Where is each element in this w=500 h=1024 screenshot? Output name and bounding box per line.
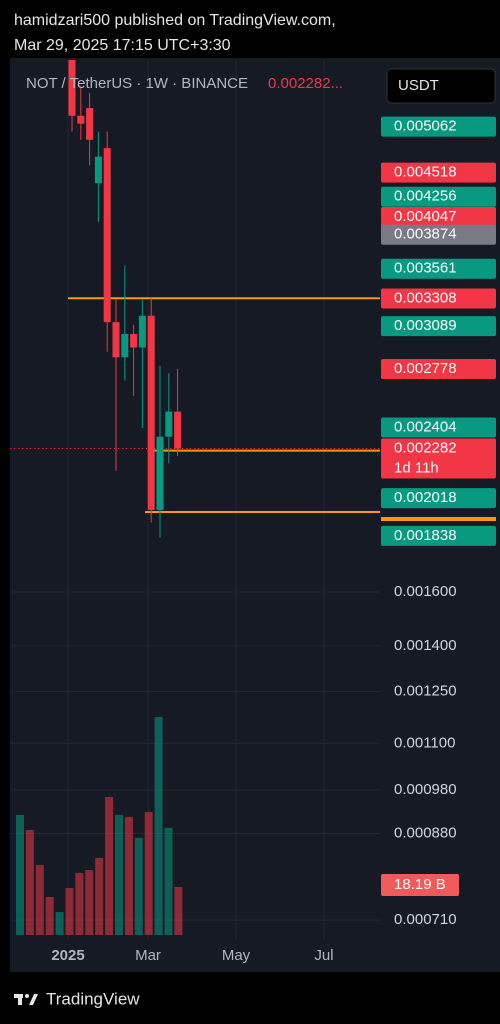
price-label-box <box>381 116 496 137</box>
volume-label-box <box>381 874 459 896</box>
candle-body <box>68 60 76 116</box>
price-label: 0.004518 <box>394 164 457 181</box>
price-label: 0.002778 <box>394 360 457 377</box>
countdown: 1d 11h <box>394 459 439 476</box>
price-label: 0.004047 <box>394 208 457 225</box>
price-label: 0.002404 <box>394 418 457 435</box>
volume-bar <box>85 870 94 935</box>
price-label-box <box>381 438 496 479</box>
volume-bar <box>105 796 114 935</box>
candle-body <box>156 436 164 510</box>
volume-bar <box>65 888 74 935</box>
y-tick-label: 0.001100 <box>394 734 455 751</box>
volume-bar <box>16 814 24 935</box>
price-label-box <box>381 288 496 309</box>
logo-icon <box>14 994 38 1005</box>
price-label: 0.003308 <box>394 289 457 306</box>
volume-bar <box>75 872 84 935</box>
last-price: 0.002282... <box>268 75 343 92</box>
x-tick-label: Jul <box>314 947 333 964</box>
volume-label: 18.19 B <box>394 876 446 893</box>
volume-bar <box>164 827 173 935</box>
price-label-box <box>381 162 496 183</box>
price-label: 0.003874 <box>394 226 457 243</box>
symbol-title: NOT / TetherUS · 1W · BINANCE <box>26 75 248 92</box>
volume-bar <box>35 865 44 935</box>
price-label: 0.002282 <box>394 439 457 456</box>
volume-bar <box>124 817 133 935</box>
candle-body <box>130 333 138 348</box>
publish-date: Mar 29, 2025 17:15 UTC+3:30 <box>14 37 231 54</box>
price-label-box <box>381 525 496 546</box>
candle-body <box>86 108 94 140</box>
volume-bar <box>95 857 104 935</box>
volume-bar <box>134 837 143 935</box>
candle-body <box>77 115 85 124</box>
x-tick-label: Mar <box>135 947 161 964</box>
price-label: 0.003089 <box>394 317 457 334</box>
price-label: 0.002018 <box>394 489 457 506</box>
currency-button[interactable] <box>386 68 496 104</box>
y-tick-label: 0.000980 <box>394 781 457 798</box>
price-label-box <box>381 488 496 509</box>
y-tick-label: 0.001250 <box>394 683 457 700</box>
candle-body <box>147 315 155 510</box>
price-label: 0.004256 <box>394 188 457 205</box>
x-tick-label: 2025 <box>51 947 84 964</box>
price-label-box <box>381 417 496 438</box>
y-tick-label: 0.000710 <box>394 911 457 928</box>
candle-body <box>165 411 173 437</box>
price-label-box <box>381 207 496 228</box>
price-label: 0.001838 <box>394 527 457 544</box>
y-tick-label: 0.001400 <box>394 637 457 654</box>
y-tick-label: 0.001600 <box>394 583 457 600</box>
x-tick-label: May <box>222 947 251 964</box>
publisher: hamidzari500 published on TradingView.co… <box>14 12 336 29</box>
volume-bar <box>45 896 54 935</box>
pane <box>10 60 380 940</box>
brand: TradingView <box>46 989 140 1008</box>
volume-bar <box>55 912 64 935</box>
price-label: 0.005062 <box>394 118 457 135</box>
volume-bar <box>174 886 183 935</box>
volume-bar <box>144 812 153 935</box>
volume-bar <box>154 717 163 935</box>
currency[interactable]: USDT <box>398 77 439 94</box>
y-tick-label: 0.000880 <box>394 824 457 841</box>
volume-bar <box>115 814 123 935</box>
price-label-box <box>381 359 496 380</box>
candle-body <box>103 148 111 323</box>
candle-body <box>121 333 129 358</box>
volume-bar <box>25 829 34 935</box>
price-label-box <box>381 186 496 207</box>
candle-body <box>138 315 146 348</box>
candle-body <box>112 322 120 358</box>
candle-body <box>174 411 182 449</box>
price-label-box <box>381 316 496 337</box>
level-marker <box>381 517 496 522</box>
price-label: 0.003561 <box>394 260 457 277</box>
price-label-box <box>381 224 496 245</box>
price-label-box <box>381 258 496 279</box>
candle-body <box>94 156 102 184</box>
